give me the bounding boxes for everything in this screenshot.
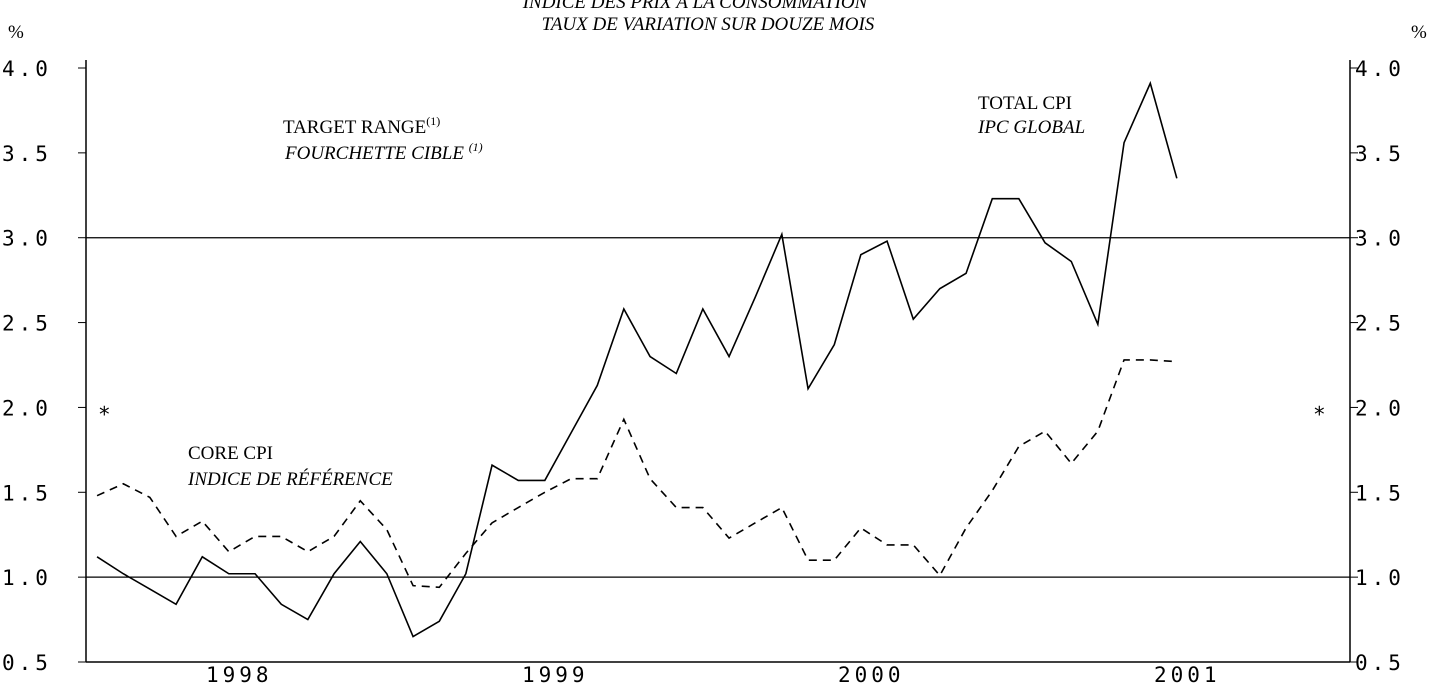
series-line — [96, 80, 1178, 638]
y-tick-label: 1.5 — [1355, 481, 1405, 505]
y-tick-label: 0.5 — [1355, 651, 1405, 675]
y-tick-label: 2.0 — [2, 396, 52, 420]
y-unit-left: % — [8, 22, 24, 43]
marker: * — [98, 402, 115, 426]
series-line — [96, 359, 1177, 589]
annotation: FOURCHETTE CIBLE (1) — [284, 140, 483, 164]
marker: * — [1313, 402, 1330, 426]
x-tick-label: 1999 — [522, 663, 589, 687]
annotation-sup: (1) — [469, 140, 483, 154]
y-tick-label: 4.0 — [2, 57, 52, 81]
y-tick-label: 1.0 — [2, 566, 52, 590]
y-tick-label: 1.0 — [1355, 566, 1405, 590]
annotation: INDICE DE RÉFÉRENCE — [187, 468, 393, 490]
annotation-text: TARGET RANGE — [283, 117, 426, 138]
annotation-sup: (1) — [426, 114, 440, 128]
chart-subtitle: TAUX DE VARIATION SUR DOUZE MOIS — [542, 14, 875, 35]
y-tick-label: 3.5 — [2, 142, 52, 166]
chart-title: INDICE DES PRIX À LA CONSOMMATION — [522, 0, 869, 13]
annotation: TARGET RANGE(1) — [283, 114, 440, 138]
y-tick-label: 3.5 — [1355, 142, 1405, 166]
y-tick-label: 4.0 — [1355, 57, 1405, 81]
annotation: TOTAL CPI — [978, 93, 1072, 114]
y-tick-label: 2.0 — [1355, 396, 1405, 420]
annotation: CORE CPI — [188, 443, 273, 464]
annotation: IPC GLOBAL — [977, 117, 1085, 138]
y-tick-label: 2.5 — [2, 312, 52, 336]
y-tick-label: 1.5 — [2, 481, 52, 505]
y-tick-label: 2.5 — [1355, 312, 1405, 336]
y-tick-label: 0.5 — [2, 651, 52, 675]
annotation-text: FOURCHETTE CIBLE — [284, 143, 469, 164]
y-unit-right: % — [1411, 22, 1427, 43]
y-tick-label: 3.0 — [1355, 227, 1405, 251]
y-tick-label: 3.0 — [2, 227, 52, 251]
x-tick-label: 2000 — [838, 663, 905, 687]
x-tick-label: 2001 — [1154, 663, 1221, 687]
x-tick-label: 1998 — [206, 663, 273, 687]
